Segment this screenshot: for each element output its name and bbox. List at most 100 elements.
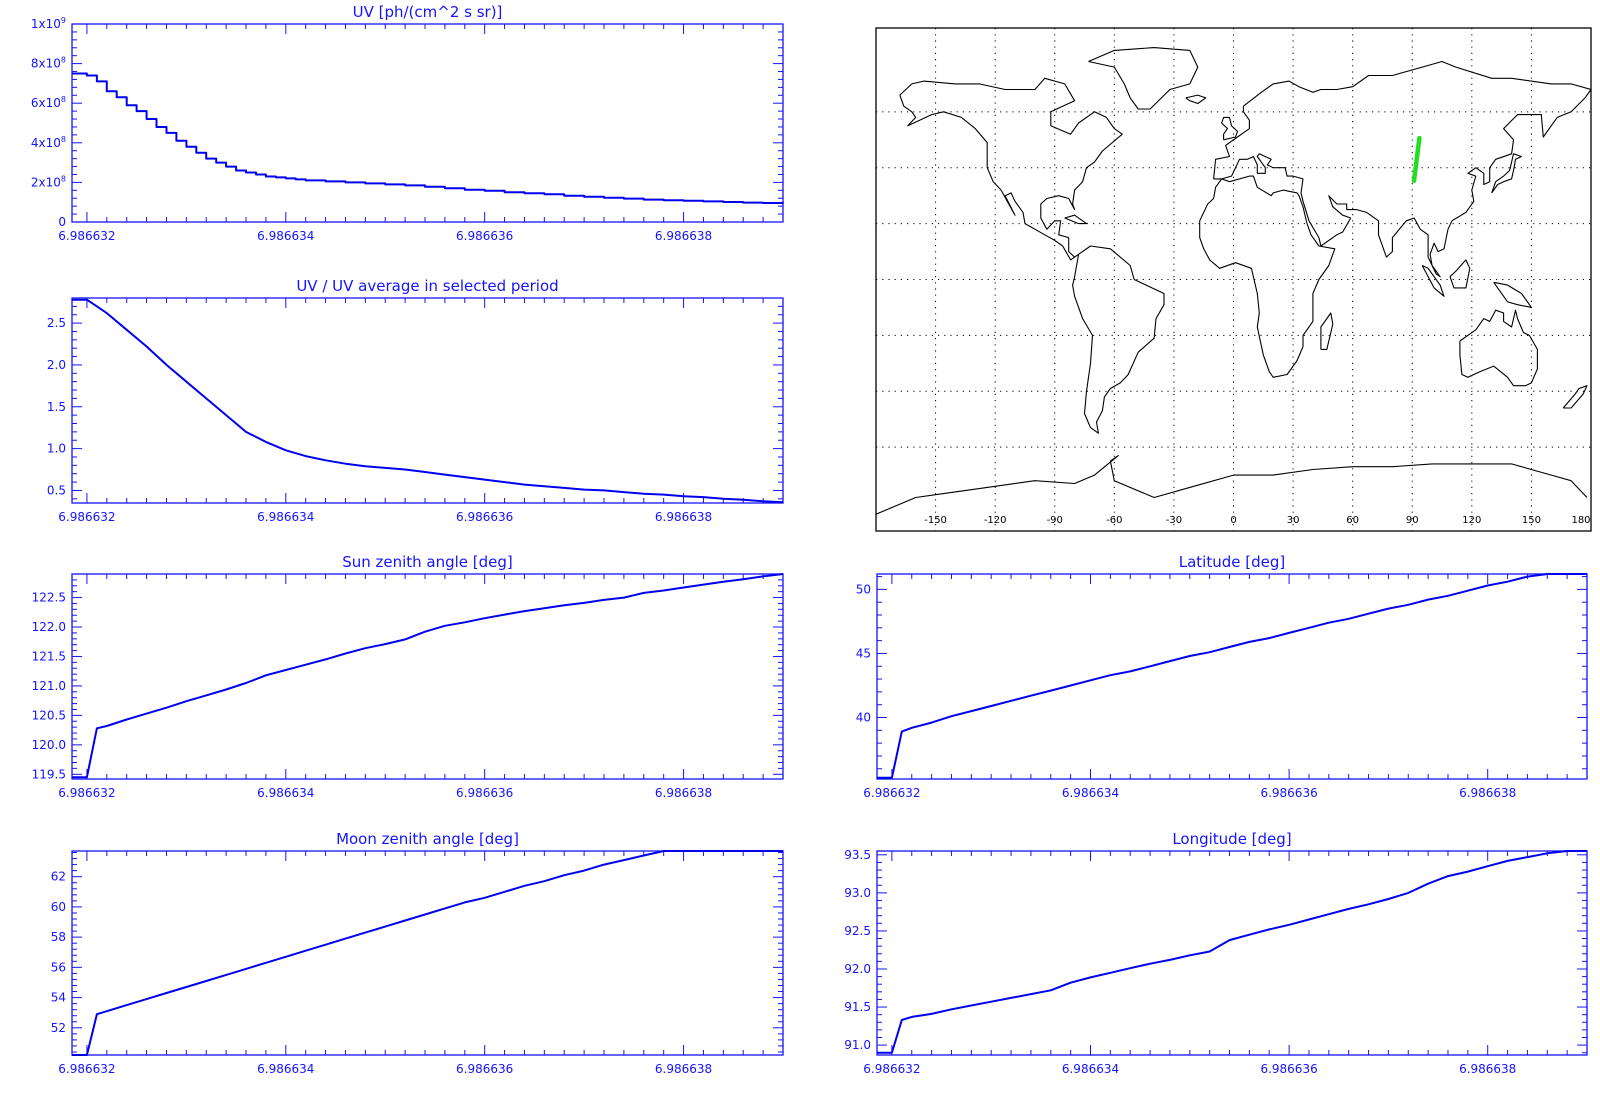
moon-title: Moon zenith angle [deg]: [336, 830, 519, 848]
longitude-title: Longitude [deg]: [1172, 830, 1291, 848]
ratio-plot-frame: [71, 297, 784, 504]
map-lon-tick-label: -90: [1047, 515, 1063, 526]
ratio-marks: 6.986632 6.986634 6.986636 6.986638 0.5 1.0 1.…: [47, 297, 784, 524]
lon-y-tick-label: 93.0: [844, 886, 871, 900]
coastline-new-guinea: [1493, 281, 1532, 308]
moon-x-tick-label: 6.986636: [456, 1062, 513, 1076]
map-lon-tick-label: 180: [1571, 515, 1590, 526]
lon-y-tick-label: 93.5: [844, 848, 871, 862]
moon-x-tick-label: 6.986632: [58, 1062, 115, 1076]
moon-series-line: [72, 850, 783, 1056]
uv-x-tick-label: 6.986632: [58, 229, 115, 243]
moon-y-tick-label: 52: [51, 1021, 66, 1035]
map-lon-tick-label: -120: [984, 515, 1007, 526]
lat-x-tick-label: 6.986638: [1459, 786, 1516, 800]
coastline-antarctica: [876, 455, 1588, 515]
lat-series-line: [877, 573, 1587, 779]
latitude-panel: Latitude [deg] 6.986632 6.986634 6.986636 6…: [856, 553, 1588, 800]
lat-y-tick-label: 50: [856, 582, 871, 596]
ratio-x-tick-label: 6.986634: [257, 510, 314, 524]
uv-y-tick-label: 8x108: [31, 56, 66, 71]
ratio-title: UV / UV average in selected period: [296, 277, 558, 295]
lat-x-tick-label: 6.986636: [1260, 786, 1317, 800]
ratio-x-tick-label: 6.986636: [456, 510, 513, 524]
lon-x-tick-label: 6.986638: [1459, 1062, 1516, 1076]
map-lon-tick-label: 150: [1522, 515, 1541, 526]
uv-y-tick-label: 1x109: [31, 16, 66, 31]
uv-y-tick-label: 0: [58, 215, 66, 229]
map-lon-tick-label: -30: [1166, 515, 1182, 526]
lon-x-tick-label: 6.986632: [863, 1062, 920, 1076]
sun-x-tick-label: 6.986632: [58, 786, 115, 800]
moon-y-tick-label: 58: [51, 930, 66, 944]
moon-plot-frame: [71, 850, 784, 1056]
map-lon-tick-label: -60: [1106, 515, 1122, 526]
world-map: -150 -120 -90 -60 -30 0 30 60 90 120 150 180: [875, 27, 1592, 532]
moon-y-tick-label: 54: [51, 991, 66, 1005]
coastline-europe-asia: [1213, 60, 1591, 278]
sun-x-tick-label: 6.986636: [456, 786, 513, 800]
sun-y-tick-label: 120.5: [32, 708, 66, 722]
sun-y-tick-label: 120.0: [32, 738, 66, 752]
world-map-marks: -150 -120 -90 -60 -30 0 30 60 90 120 150 180: [875, 27, 1592, 532]
uv-y-tick-label: 6x108: [31, 95, 66, 110]
map-lon-tick-label: 90: [1406, 515, 1419, 526]
ratio-panel: UV / UV average in selected period 6.986…: [47, 277, 784, 524]
coastline-iceland: [1185, 94, 1207, 105]
ratio-x-tick-label: 6.986638: [655, 510, 712, 524]
lon-series-line: [877, 850, 1587, 1054]
sun-y-tick-label: 122.0: [32, 620, 66, 634]
lat-plot-frame: [876, 573, 1588, 780]
coastline-cuba: [1064, 214, 1088, 225]
sun-panel: Sun zenith angle [deg] 6.986632 6.986634 6…: [32, 553, 784, 800]
coastline-australia: [1459, 309, 1538, 387]
uv-x-tick-label: 6.986638: [655, 229, 712, 243]
uv-series-line: [72, 72, 784, 204]
coastline-south-america: [1072, 245, 1165, 434]
lon-y-tick-label: 91.0: [844, 1038, 871, 1052]
longitude-marks: 6.986632 6.986634 6.986636 6.986638 91.0 91.5…: [844, 848, 1588, 1076]
moon-x-tick-label: 6.986634: [257, 1062, 314, 1076]
lon-y-tick-label: 92.5: [844, 924, 871, 938]
uv-panel: UV [ph/(cm^2 s sr)] 6.986632 6.986634 6.98…: [31, 3, 784, 243]
moon-panel: Moon zenith angle [deg] 6.986632 6.986634…: [51, 830, 784, 1076]
moon-y-tick-label: 62: [51, 870, 66, 884]
lon-y-tick-label: 91.5: [844, 1000, 871, 1014]
sun-y-tick-label: 121.0: [32, 679, 66, 693]
lat-x-tick-label: 6.986632: [863, 786, 920, 800]
moon-x-tick-label: 6.986638: [655, 1062, 712, 1076]
lon-plot-frame: [876, 850, 1588, 1056]
ratio-y-tick-label: 0.5: [47, 483, 66, 497]
lon-x-tick-label: 6.986636: [1260, 1062, 1317, 1076]
latitude-title: Latitude [deg]: [1179, 553, 1285, 571]
map-content: [876, 28, 1591, 531]
map-lon-tick-label: 60: [1346, 515, 1359, 526]
sun-series-line: [72, 573, 784, 779]
moon-y-tick-label: 60: [51, 900, 66, 914]
latitude-marks: 6.986632 6.986634 6.986636 6.986638 40 45 50: [856, 573, 1588, 800]
uv-y-tick-label: 2x108: [31, 174, 66, 189]
coastline-africa: [1199, 175, 1336, 378]
ratio-y-tick-label: 1.0: [47, 442, 66, 456]
sun-x-tick-label: 6.986638: [655, 786, 712, 800]
ratio-series-line: [72, 298, 784, 504]
coastline-madagascar: [1320, 312, 1334, 350]
ratio-x-tick-label: 6.986632: [58, 510, 115, 524]
coastline-greenland: [1088, 47, 1199, 110]
map-lon-tick-label: 120: [1462, 515, 1481, 526]
sun-plot-frame: [71, 573, 784, 780]
moon-marks: 6.986632 6.986634 6.986636 6.986638 52 54 56 58…: [51, 850, 784, 1076]
lat-y-tick-label: 45: [856, 646, 871, 660]
coastline-north-america: [899, 77, 1123, 261]
uv-x-tick-label: 6.986636: [456, 229, 513, 243]
sun-y-tick-label: 121.5: [32, 649, 66, 663]
coastline-japan: [1491, 153, 1523, 194]
lon-x-tick-label: 6.986634: [1062, 1062, 1119, 1076]
coastline-borneo: [1449, 259, 1471, 289]
lon-y-tick-label: 92.0: [844, 962, 871, 976]
sun-y-tick-label: 122.5: [32, 591, 66, 605]
sun-y-tick-label: 119.5: [32, 767, 66, 781]
uv-plot-frame: [71, 23, 784, 223]
sun-title: Sun zenith angle [deg]: [342, 553, 513, 571]
